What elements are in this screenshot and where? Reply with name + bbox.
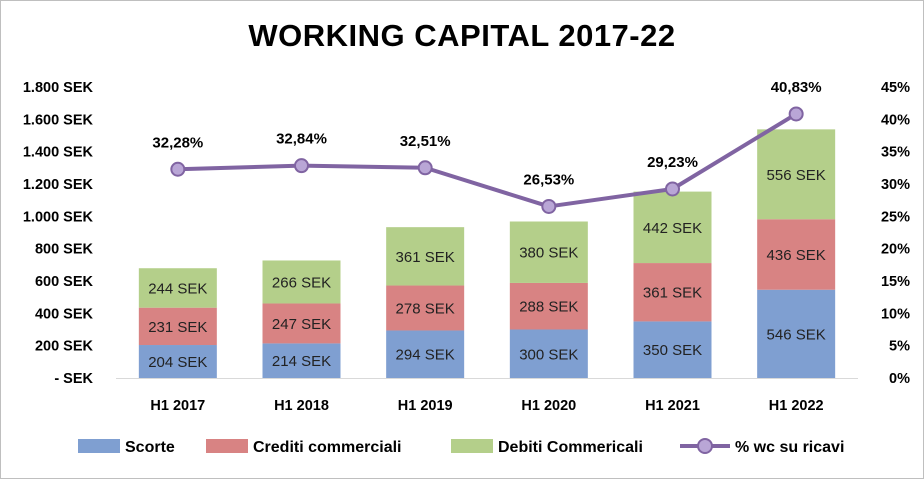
bar-data-label: 231 SEK bbox=[148, 319, 207, 336]
line-marker bbox=[417, 160, 433, 176]
left-axis-tick-label: - SEK bbox=[54, 371, 93, 387]
bar-data-label: 361 SEK bbox=[396, 249, 455, 266]
line-pct-wc bbox=[175, 111, 799, 209]
bar-data-label: 350 SEK bbox=[643, 342, 702, 359]
right-axis-tick-label: 0% bbox=[889, 371, 910, 387]
bar-crediti-commerciali bbox=[509, 282, 588, 330]
bar-data-label: 294 SEK bbox=[396, 347, 455, 364]
bar-data-label: 361 SEK bbox=[643, 285, 702, 302]
bar-scorte bbox=[509, 329, 588, 378]
right-axis-tick-label: 5% bbox=[889, 339, 910, 355]
right-axis-tick-label: 20% bbox=[881, 242, 910, 258]
bar-crediti-commerciali bbox=[757, 219, 836, 290]
right-axis-tick-label: 45% bbox=[881, 80, 910, 96]
left-axis-tick-label: 400 SEK bbox=[35, 306, 94, 322]
legend-label: Crediti commerciali bbox=[253, 439, 402, 456]
line-marker bbox=[170, 161, 186, 177]
legend-label: % wc su ricavi bbox=[735, 439, 844, 456]
left-axis-tick-label: 1.400 SEK bbox=[23, 145, 94, 161]
bar-data-label: 442 SEK bbox=[643, 220, 702, 237]
x-axis-tick-label: H1 2021 bbox=[645, 398, 700, 414]
line-marker bbox=[541, 198, 557, 214]
bar-scorte bbox=[633, 321, 712, 378]
left-axis-tick-label: 1.200 SEK bbox=[23, 177, 94, 193]
x-axis-tick-label: H1 2019 bbox=[398, 398, 453, 414]
bar-debiti-commericali bbox=[386, 227, 465, 286]
bar-debiti-commericali bbox=[509, 221, 588, 283]
bar-data-label: 204 SEK bbox=[148, 354, 207, 371]
bar-data-label: 288 SEK bbox=[519, 299, 578, 316]
legend-swatch bbox=[78, 439, 120, 453]
legend-label: Debiti Commericali bbox=[498, 439, 643, 456]
line-data-label: 40,83% bbox=[771, 79, 822, 96]
line-data-label: 26,53% bbox=[523, 171, 574, 188]
line-data-label: 32,51% bbox=[400, 133, 451, 150]
x-axis-tick-label: H1 2017 bbox=[150, 398, 205, 414]
bar-data-label: 380 SEK bbox=[519, 245, 578, 262]
right-axis-tick-label: 40% bbox=[881, 112, 910, 128]
bar-crediti-commerciali bbox=[262, 303, 341, 344]
right-axis-tick-label: 15% bbox=[881, 274, 910, 290]
bar-debiti-commericali bbox=[633, 191, 712, 264]
right-axis-tick-label: 35% bbox=[881, 145, 910, 161]
bar-data-label: 278 SEK bbox=[396, 300, 455, 317]
bar-data-label: 556 SEK bbox=[767, 167, 826, 184]
bar-data-label: 546 SEK bbox=[767, 326, 826, 343]
bar-scorte bbox=[757, 289, 836, 378]
line-marker bbox=[294, 158, 309, 174]
bar-data-label: 244 SEK bbox=[148, 280, 207, 297]
bar-scorte bbox=[138, 345, 217, 378]
bar-scorte bbox=[262, 343, 341, 378]
right-axis-tick-label: 10% bbox=[881, 306, 910, 322]
x-axis-tick-label: H1 2020 bbox=[521, 398, 576, 414]
left-axis-tick-label: 600 SEK bbox=[35, 274, 94, 290]
line-marker bbox=[665, 181, 680, 197]
bar-data-label: 266 SEK bbox=[272, 274, 331, 291]
line-marker bbox=[788, 106, 804, 122]
line-data-label: 29,23% bbox=[647, 154, 698, 171]
right-axis-tick-label: 25% bbox=[881, 209, 910, 225]
legend-swatch bbox=[451, 439, 493, 453]
bar-crediti-commerciali bbox=[633, 263, 712, 322]
legend-marker bbox=[697, 438, 713, 454]
chart-title: WORKING CAPITAL 2017-22 bbox=[248, 18, 676, 53]
bar-debiti-commericali bbox=[262, 260, 341, 304]
bar-data-label: 247 SEK bbox=[272, 316, 331, 333]
x-axis-tick-label: H1 2022 bbox=[769, 398, 824, 414]
x-axis-tick-label: H1 2018 bbox=[274, 398, 329, 414]
bar-data-label: 436 SEK bbox=[767, 247, 826, 264]
left-axis-tick-label: 800 SEK bbox=[35, 242, 94, 258]
right-axis-tick-label: 30% bbox=[881, 177, 910, 193]
bar-data-label: 214 SEK bbox=[272, 353, 331, 370]
left-axis-tick-label: 1.600 SEK bbox=[23, 112, 94, 128]
legend-swatch bbox=[206, 439, 248, 453]
left-axis-tick-label: 200 SEK bbox=[35, 339, 94, 355]
bar-data-label: 300 SEK bbox=[519, 346, 578, 363]
bar-debiti-commericali bbox=[138, 268, 217, 308]
bar-scorte bbox=[386, 330, 465, 378]
line-data-label: 32,28% bbox=[152, 134, 203, 151]
legend-label: Scorte bbox=[125, 439, 175, 456]
line-data-label: 32,84% bbox=[276, 131, 327, 148]
bar-crediti-commerciali bbox=[138, 307, 217, 346]
left-axis-tick-label: 1.800 SEK bbox=[23, 80, 94, 96]
left-axis-tick-label: 1.000 SEK bbox=[23, 209, 94, 225]
bar-debiti-commericali bbox=[757, 129, 836, 220]
bar-crediti-commerciali bbox=[386, 285, 465, 331]
